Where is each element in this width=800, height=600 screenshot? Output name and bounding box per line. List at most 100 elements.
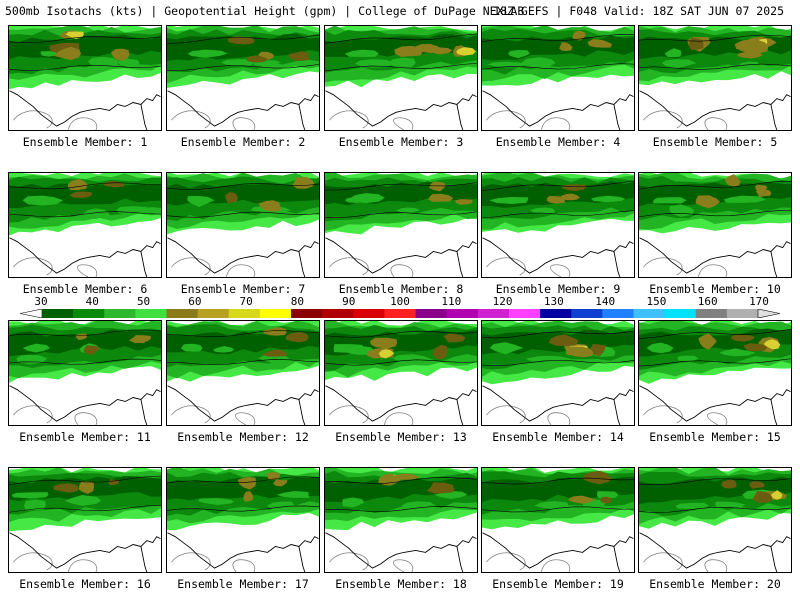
state-border bbox=[74, 412, 98, 425]
colorbar-tick-label: 140 bbox=[595, 295, 616, 308]
state-border bbox=[704, 117, 728, 130]
isotach-maximum bbox=[266, 472, 280, 481]
ensemble-member-label: Ensemble Member: 7 bbox=[180, 282, 306, 296]
isotach-fill bbox=[212, 346, 235, 353]
state-border bbox=[13, 257, 53, 276]
coastline bbox=[456, 251, 464, 277]
state-border bbox=[171, 110, 211, 129]
coastline bbox=[298, 251, 306, 277]
isotach-fill bbox=[715, 501, 746, 508]
colorbar-segment bbox=[571, 309, 603, 318]
height-contour bbox=[9, 36, 161, 43]
coastline bbox=[167, 532, 319, 569]
isotach-fill bbox=[489, 342, 524, 355]
colorbar-strip bbox=[20, 309, 780, 318]
isotach-maximum bbox=[394, 473, 420, 480]
colorbar-segment bbox=[291, 309, 323, 318]
height-contour bbox=[482, 477, 634, 485]
isotach-maximum bbox=[443, 333, 466, 343]
state-border bbox=[383, 412, 414, 425]
colorbar-segment bbox=[384, 309, 416, 318]
isotach-fill bbox=[661, 59, 697, 69]
height-contour bbox=[639, 63, 791, 70]
isotach-fill bbox=[64, 494, 102, 506]
colorbar-segment bbox=[104, 309, 136, 318]
state-border bbox=[13, 552, 53, 571]
isotach-fill bbox=[333, 344, 365, 353]
state-border bbox=[329, 257, 369, 276]
map-field bbox=[482, 173, 634, 277]
isotach-fill bbox=[675, 502, 710, 510]
height-contour bbox=[325, 182, 477, 191]
isotach-maximum bbox=[128, 335, 151, 343]
ensemble-member-label: Ensemble Member: 6 bbox=[22, 282, 148, 296]
isotach-fill bbox=[520, 57, 556, 69]
isotach-fill bbox=[87, 56, 120, 67]
isotach-fill bbox=[590, 195, 626, 203]
coastline bbox=[482, 532, 634, 569]
height-contour bbox=[325, 211, 477, 219]
height-contour bbox=[639, 210, 791, 218]
isotach-maximum bbox=[749, 481, 766, 489]
state-border bbox=[232, 117, 256, 130]
height-contour bbox=[9, 211, 161, 218]
isotach-maximum bbox=[730, 334, 755, 342]
coastline bbox=[639, 90, 791, 127]
isotach-maximum bbox=[734, 39, 769, 54]
isotach-maximum bbox=[560, 193, 580, 201]
isotach-fill bbox=[9, 329, 161, 357]
isotach-maximum bbox=[743, 343, 768, 352]
colorbar-segment bbox=[42, 309, 74, 318]
isotach-maximum bbox=[600, 496, 612, 504]
colorbar-tick-label: 130 bbox=[543, 295, 564, 308]
isotach-maximum bbox=[243, 490, 254, 502]
isotach-fill bbox=[489, 197, 529, 205]
colorbar-tick-label: 80 bbox=[290, 295, 305, 308]
ensemble-member-map bbox=[8, 25, 162, 131]
height-contour bbox=[639, 329, 791, 339]
isotach-fill bbox=[276, 490, 310, 498]
coastline bbox=[9, 90, 161, 127]
colorbar-tick-label: 90 bbox=[342, 295, 356, 308]
map-field bbox=[9, 26, 161, 130]
isotach-fill bbox=[646, 342, 674, 354]
colorbar-segment bbox=[664, 309, 697, 318]
coastline bbox=[140, 251, 148, 277]
colorbar-segment bbox=[477, 309, 510, 318]
isotach-fill bbox=[11, 492, 49, 499]
colorbar-segment bbox=[73, 309, 105, 318]
ensemble-member-map bbox=[324, 320, 478, 426]
isotach-maximum bbox=[225, 192, 238, 204]
ensemble-member-label: Ensemble Member: 20 bbox=[649, 577, 781, 591]
colorbar-arrow-left bbox=[20, 309, 43, 318]
isotach-maximum bbox=[587, 38, 613, 48]
height-contour bbox=[482, 63, 634, 70]
coastline bbox=[613, 251, 621, 277]
isotach-fill bbox=[187, 195, 215, 207]
ensemble-member-map bbox=[638, 172, 792, 278]
ensemble-member-label: Ensemble Member: 8 bbox=[338, 282, 464, 296]
coastline bbox=[613, 104, 621, 130]
colorbar-segment bbox=[135, 309, 167, 318]
ensemble-member-map bbox=[481, 25, 635, 131]
colorbar-segment bbox=[695, 309, 728, 318]
coastline bbox=[482, 90, 634, 127]
colorbar-tick-label: 40 bbox=[85, 295, 99, 308]
state-border bbox=[13, 110, 53, 129]
isotach-maximum bbox=[369, 337, 397, 349]
state-border bbox=[67, 559, 98, 572]
colorbar-segment bbox=[259, 309, 292, 318]
coastline bbox=[140, 399, 148, 425]
state-border bbox=[232, 559, 256, 572]
height-contour bbox=[167, 64, 319, 72]
ensemble-member-label: Ensemble Member: 14 bbox=[492, 430, 624, 444]
map-field bbox=[482, 468, 634, 572]
isotach-fill bbox=[24, 499, 46, 511]
colorbar-tick-label: 160 bbox=[697, 295, 718, 308]
isotach-maximum bbox=[53, 483, 79, 493]
ensemble-member-map bbox=[638, 320, 792, 426]
colorbar-segment bbox=[322, 309, 354, 318]
state-border bbox=[171, 552, 211, 571]
map-field bbox=[482, 321, 634, 425]
coastline bbox=[140, 546, 148, 572]
